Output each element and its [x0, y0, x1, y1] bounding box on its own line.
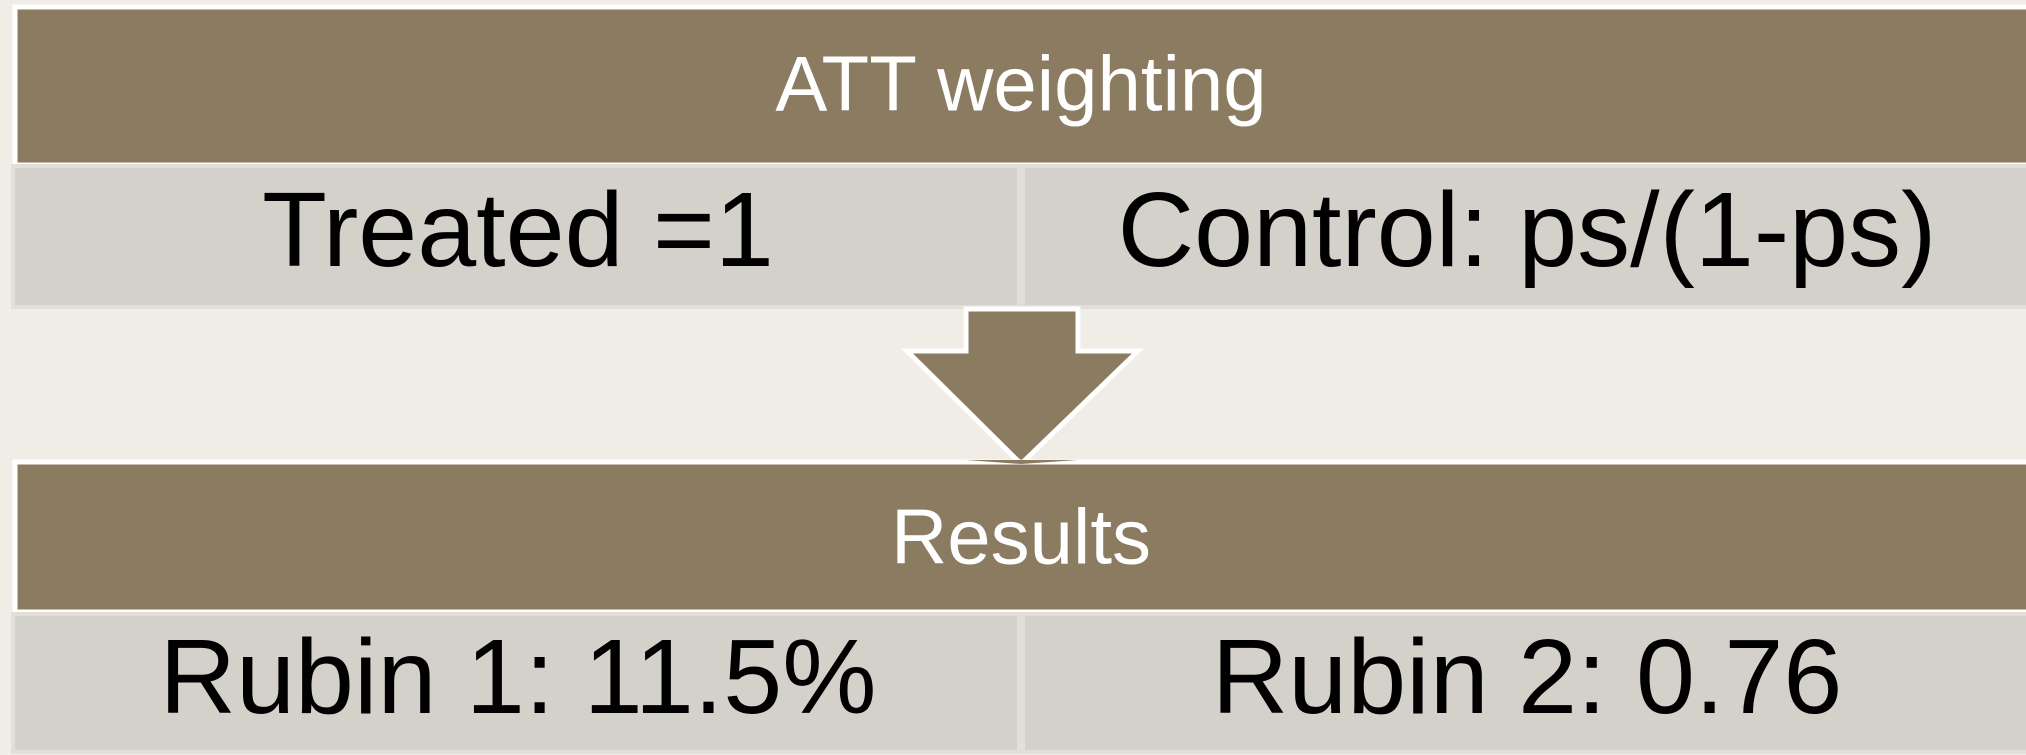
cell-text: Treated =1 — [262, 171, 774, 289]
cell — [11, 612, 1021, 754]
cell — [1021, 612, 2026, 754]
cell-text: Control: ps/(1-ps) — [1118, 171, 1937, 289]
cell — [11, 164, 1021, 309]
header-box — [12, 4, 2026, 168]
cell-text: Rubin 1: 11.5% — [160, 618, 877, 736]
header-title: ATT weighting — [775, 40, 1266, 128]
header-title: Results — [891, 493, 1151, 581]
cell-text: Rubin 2: 0.76 — [1212, 618, 1843, 736]
arrow — [900, 306, 1145, 468]
arrow-join — [966, 460, 1078, 464]
cell — [1021, 164, 2026, 309]
